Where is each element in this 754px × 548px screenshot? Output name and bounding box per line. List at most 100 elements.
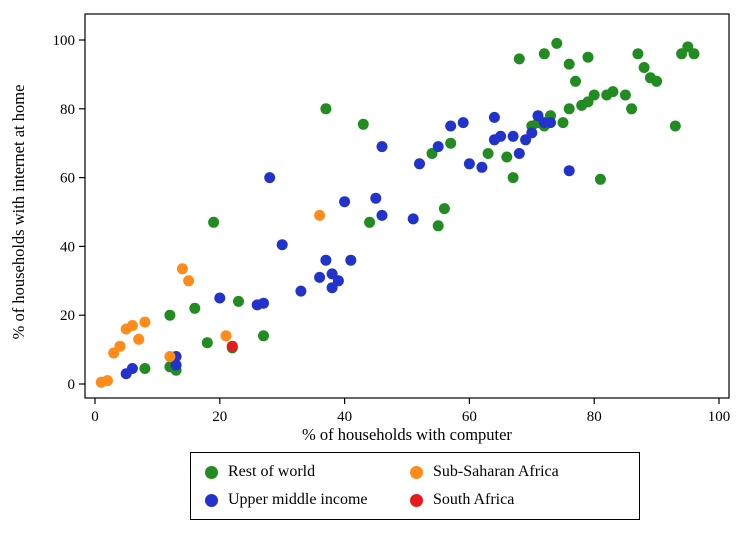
point-rest-of-world bbox=[445, 137, 457, 149]
point-rest-of-world bbox=[357, 118, 369, 130]
legend: Rest of world Sub-Saharan Africa Upper mid… bbox=[190, 452, 640, 520]
point-upper-middle-income bbox=[445, 120, 457, 132]
point-rest-of-world bbox=[139, 363, 151, 374]
point-upper-middle-income bbox=[563, 165, 575, 177]
legend-grid: Rest of world Sub-Saharan Africa Upper mid… bbox=[205, 464, 625, 508]
point-upper-middle-income bbox=[320, 254, 332, 266]
x-tick-label: 20 bbox=[212, 409, 227, 425]
point-rest-of-world bbox=[626, 103, 638, 115]
legend-label: Sub-Saharan Africa bbox=[433, 463, 559, 480]
point-rest-of-world bbox=[638, 62, 650, 73]
point-sub-saharan-africa bbox=[314, 209, 326, 221]
point-south-africa bbox=[226, 340, 238, 352]
point-upper-middle-income bbox=[276, 239, 288, 251]
point-sub-saharan-africa bbox=[139, 316, 151, 328]
y-tick-label: 80 bbox=[60, 102, 75, 118]
point-rest-of-world bbox=[208, 216, 220, 228]
point-rest-of-world bbox=[669, 120, 681, 132]
point-upper-middle-income bbox=[476, 161, 488, 173]
point-upper-middle-income bbox=[126, 363, 138, 374]
legend-item: Rest of world bbox=[205, 464, 410, 480]
point-sub-saharan-africa bbox=[126, 320, 138, 331]
point-upper-middle-income bbox=[526, 127, 538, 139]
point-rest-of-world bbox=[507, 172, 519, 184]
point-rest-of-world bbox=[438, 203, 450, 215]
x-tick-label: 60 bbox=[462, 409, 477, 425]
legend-marker-icon bbox=[205, 465, 218, 479]
y-tick-label: 20 bbox=[60, 308, 75, 324]
point-rest-of-world bbox=[201, 337, 213, 349]
point-rest-of-world bbox=[551, 37, 563, 49]
point-rest-of-world bbox=[563, 58, 575, 70]
point-rest-of-world bbox=[651, 75, 663, 87]
point-upper-middle-income bbox=[295, 285, 307, 297]
point-sub-saharan-africa bbox=[114, 340, 126, 352]
point-rest-of-world bbox=[582, 51, 594, 63]
point-rest-of-world bbox=[189, 302, 201, 314]
point-rest-of-world bbox=[233, 295, 244, 307]
point-rest-of-world bbox=[563, 103, 575, 115]
legend-item: South Africa bbox=[410, 492, 625, 508]
point-upper-middle-income bbox=[376, 141, 388, 153]
legend-label: Rest of world bbox=[228, 463, 316, 480]
point-sub-saharan-africa bbox=[164, 351, 176, 362]
point-upper-middle-income bbox=[507, 130, 519, 142]
legend-label: Upper middle income bbox=[228, 491, 368, 508]
point-upper-middle-income bbox=[258, 297, 269, 309]
x-tick-label: 40 bbox=[337, 409, 352, 425]
legend-label: South Africa bbox=[433, 491, 515, 508]
point-rest-of-world bbox=[538, 48, 550, 60]
point-rest-of-world bbox=[594, 173, 606, 185]
point-upper-middle-income bbox=[463, 158, 475, 170]
legend-item: Upper middle income bbox=[205, 492, 410, 508]
point-rest-of-world bbox=[364, 216, 376, 228]
point-sub-saharan-africa bbox=[133, 333, 145, 345]
point-upper-middle-income bbox=[264, 172, 276, 184]
x-axis-title: % of households with computer bbox=[302, 425, 512, 444]
point-upper-middle-income bbox=[170, 359, 182, 371]
point-rest-of-world bbox=[482, 148, 494, 159]
point-upper-middle-income bbox=[545, 117, 556, 129]
point-upper-middle-income bbox=[414, 158, 425, 170]
point-upper-middle-income bbox=[332, 275, 344, 287]
point-sub-saharan-africa bbox=[183, 275, 195, 287]
point-upper-middle-income bbox=[432, 141, 444, 153]
point-upper-middle-income bbox=[214, 292, 226, 304]
point-rest-of-world bbox=[688, 48, 700, 60]
point-rest-of-world bbox=[164, 309, 176, 321]
point-upper-middle-income bbox=[345, 254, 357, 266]
legend-marker-icon bbox=[410, 493, 423, 507]
y-tick-label: 40 bbox=[60, 239, 75, 255]
point-rest-of-world bbox=[570, 75, 581, 87]
y-tick-label: 0 bbox=[68, 377, 76, 393]
point-sub-saharan-africa bbox=[220, 330, 232, 342]
point-sub-saharan-africa bbox=[176, 263, 188, 275]
point-rest-of-world bbox=[432, 220, 444, 232]
point-rest-of-world bbox=[557, 117, 569, 129]
point-upper-middle-income bbox=[488, 111, 500, 123]
plot-area: 0 20 40 60 80 100 0 20 40 60 80 100 bbox=[53, 13, 731, 425]
point-upper-middle-income bbox=[376, 209, 388, 221]
y-tick-label: 100 bbox=[53, 33, 76, 49]
point-rest-of-world bbox=[619, 89, 631, 101]
point-rest-of-world bbox=[501, 151, 513, 163]
y-tick-label: 60 bbox=[60, 171, 75, 187]
x-tick-label: 0 bbox=[91, 409, 99, 425]
legend-marker-icon bbox=[410, 465, 423, 479]
point-upper-middle-income bbox=[513, 148, 525, 159]
legend-marker-icon bbox=[205, 493, 218, 507]
point-sub-saharan-africa bbox=[102, 375, 113, 387]
plot-border bbox=[84, 13, 730, 399]
point-rest-of-world bbox=[320, 103, 332, 115]
x-tick-label: 100 bbox=[708, 409, 731, 425]
point-rest-of-world bbox=[258, 330, 269, 342]
point-upper-middle-income bbox=[407, 213, 419, 225]
point-rest-of-world bbox=[588, 89, 600, 101]
point-upper-middle-income bbox=[370, 192, 382, 204]
point-upper-middle-income bbox=[339, 196, 351, 208]
point-upper-middle-income bbox=[314, 271, 326, 283]
point-upper-middle-income bbox=[495, 130, 507, 142]
y-axis-title: % of households with internet at home bbox=[9, 85, 28, 340]
